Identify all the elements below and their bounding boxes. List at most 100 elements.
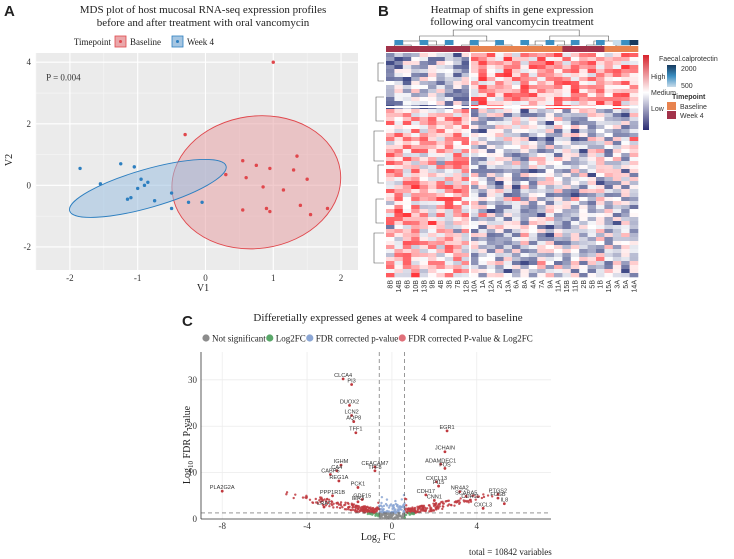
heatmap-cell (570, 273, 580, 278)
heatmap-cell (444, 97, 454, 102)
volcano-gene-label: PTGS2 (489, 488, 507, 494)
heatmap-cell (486, 149, 496, 154)
heatmap-cell (587, 113, 597, 118)
heatmap-cell (579, 245, 588, 250)
heatmap-cell (428, 101, 437, 106)
volcano-gene-point (502, 502, 506, 506)
heatmap-cell (520, 113, 530, 118)
heatmap-timepoint-cell (604, 46, 614, 52)
heatmap-cell (486, 193, 496, 198)
heatmap-cell (604, 57, 614, 62)
heatmap-cell (562, 193, 572, 198)
heatmap-cell (512, 149, 521, 154)
timepoint-legend-week4-key (667, 111, 676, 119)
heatmap-cell (537, 273, 546, 278)
heatmap-cell (428, 269, 437, 274)
heatmap-cell (579, 113, 588, 118)
volcano-legend-label: Log2FC (276, 334, 306, 344)
heatmap-cell (503, 85, 513, 90)
heatmap-cell (402, 77, 412, 82)
heatmap-cell (562, 257, 572, 262)
heatmap-cell (512, 205, 521, 210)
heatmap-cell (486, 145, 496, 150)
heatmap-cell (444, 61, 454, 66)
heatmap-cell (428, 245, 437, 250)
heatmap-cell (486, 101, 496, 106)
heatmap-cell (537, 245, 546, 250)
heatmap-cell (604, 173, 614, 178)
heatmap-cell (629, 109, 639, 114)
heatmap-cell (411, 253, 420, 258)
heatmap-timepoint-cell (596, 46, 605, 52)
heatmap-cell (612, 57, 622, 62)
heatmap-cell (478, 209, 488, 214)
baseline-point (325, 206, 330, 211)
heatmap-column-label: 4B (438, 280, 445, 289)
volcano-gene-point (322, 505, 326, 509)
heatmap-cell (411, 273, 420, 278)
heatmap-cell (545, 133, 555, 138)
heatmap-cell (537, 57, 546, 62)
volcano-point (369, 508, 372, 512)
heatmap-cell (587, 61, 597, 66)
heatmap-cell (570, 193, 580, 198)
heatmap-cell (436, 145, 446, 150)
heatmap-cell (478, 225, 488, 230)
heatmap-cell (512, 53, 521, 58)
heatmap-cell (621, 257, 630, 262)
mds-x-tick-label: -1 (134, 273, 142, 283)
heatmap-cell (411, 217, 420, 222)
heatmap-cell (470, 185, 479, 190)
heatmap-cell (579, 265, 588, 270)
heatmap-cell (545, 113, 555, 118)
heatmap-cell (545, 261, 555, 266)
heatmap-cell (402, 85, 412, 90)
heatmap-cell (554, 253, 563, 258)
heatmap-cell (570, 269, 580, 274)
heatmap-timepoint-cell (570, 46, 580, 52)
heatmap-cell (402, 137, 412, 142)
heatmap-cell (470, 69, 479, 74)
heatmap-cell (461, 53, 471, 58)
heatmap-cell (402, 237, 412, 242)
heatmap-cell (453, 185, 462, 190)
heatmap-cell (520, 85, 530, 90)
heatmap-cell (562, 117, 572, 122)
heatmap-cell (545, 129, 555, 134)
heatmap-cell (579, 193, 588, 198)
heatmap-cell (604, 53, 614, 58)
heatmap-cell (461, 177, 471, 182)
heatmap-cell (503, 261, 513, 266)
heatmap-cell (495, 257, 504, 262)
heatmap-cell (436, 137, 446, 142)
heatmap-cell (386, 157, 395, 162)
heatmap-column-label: 6A (514, 280, 521, 289)
heatmap-cell (528, 229, 538, 234)
heatmap-cell (436, 157, 446, 162)
heatmap-cell (470, 253, 479, 258)
volcano-point (285, 493, 288, 496)
heatmap-cell (545, 53, 555, 58)
heatmap-cell (621, 233, 630, 238)
heatmap-cell (512, 97, 521, 102)
heatmap-cell (394, 249, 404, 254)
heatmap-cell (461, 241, 471, 246)
heatmap-cell (470, 101, 479, 106)
heatmap-cell (461, 273, 471, 278)
volcano-point (382, 504, 386, 508)
heatmap-cell (419, 133, 429, 138)
heatmap-cell (596, 109, 605, 114)
heatmap-cell (402, 249, 412, 254)
heatmap-cell (386, 213, 395, 218)
heatmap-cell (554, 145, 563, 150)
heatmap-cell (461, 185, 471, 190)
heatmap-cell (512, 261, 521, 266)
heatmap-cell (612, 69, 622, 74)
heatmap-cell (444, 209, 454, 214)
volcano-gene-point (337, 479, 341, 483)
heatmap-cell (453, 273, 462, 278)
heatmap-cell (621, 205, 630, 210)
heatmap-cell (621, 133, 630, 138)
heatmap-cell (478, 221, 488, 226)
volcano-panel: Differetially expressed genes at week 4 … (182, 312, 552, 557)
